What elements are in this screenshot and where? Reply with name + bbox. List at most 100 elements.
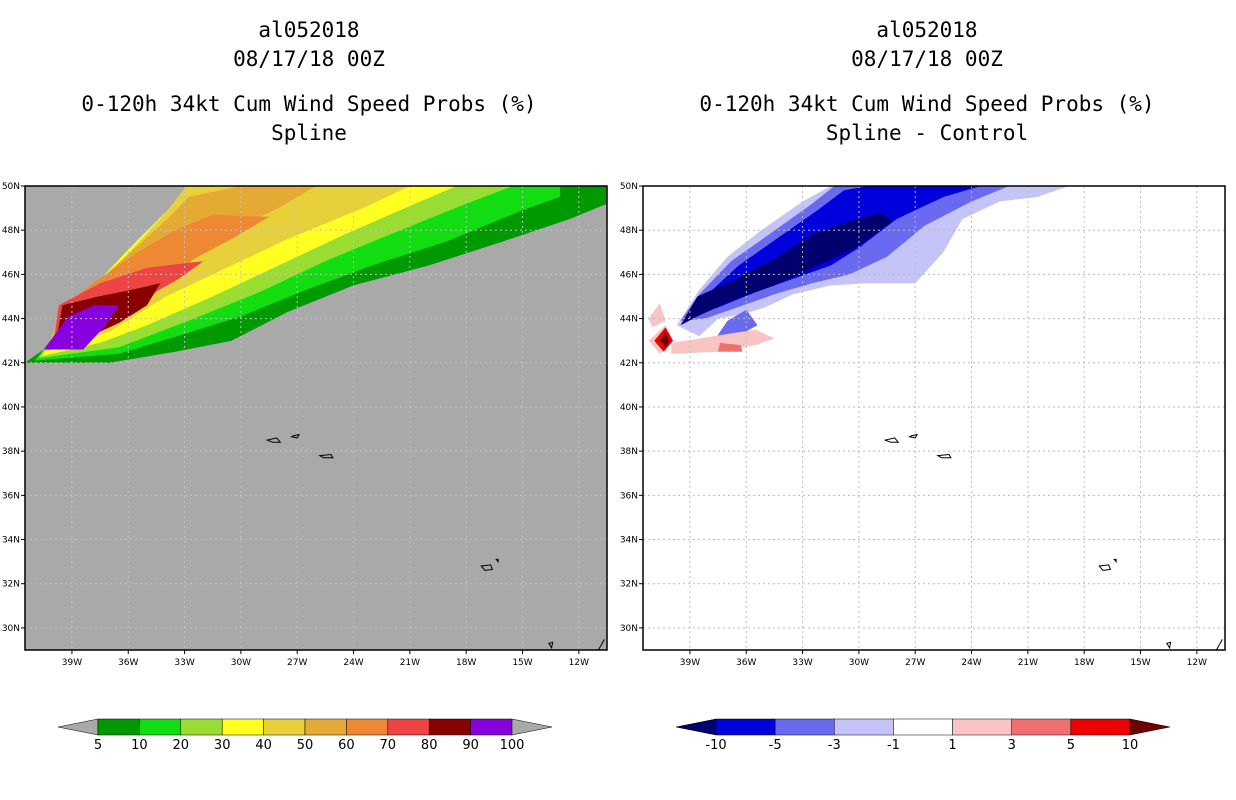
x-tick-label: 18W — [1074, 658, 1094, 668]
island-outline — [1166, 641, 1172, 650]
coastline — [597, 639, 605, 650]
colorbar-label: -10 — [705, 738, 726, 753]
colorbar-label: 90 — [462, 738, 479, 753]
product-title: 0-120h 34kt Cum Wind Speed Probs (%) — [81, 92, 537, 116]
colorbar-label: 10 — [1122, 738, 1139, 753]
x-tick-label: 33W — [792, 658, 812, 668]
colorbar-swatch — [1070, 718, 1131, 736]
colorbar-label: -3 — [828, 738, 841, 753]
colorbar-swatch — [304, 718, 347, 736]
colorbar-label: 30 — [214, 738, 231, 753]
left-panel-title: al052018 08/17/18 00Z 0-120h 34kt Cum Wi… — [0, 16, 618, 148]
x-tick-label: 33W — [174, 658, 194, 668]
product-subtitle: Spline - Control — [825, 121, 1029, 145]
y-tick-label: 46N — [620, 270, 638, 280]
island-outline — [290, 433, 301, 439]
colorbar-label: 80 — [421, 738, 438, 753]
x-tick-label: 21W — [1018, 658, 1038, 668]
x-tick-label: 21W — [400, 658, 420, 668]
map-panel-1: 39W 36W 33W 30W 27W 24W 21W 18W 15W 12W 30N 32N 34N 3… — [2, 182, 608, 668]
forecast-time: 08/17/18 00Z — [233, 47, 385, 71]
island-outline — [495, 558, 499, 563]
contour-fill — [41, 186, 457, 357]
x-tick-label: 24W — [343, 658, 363, 668]
map-panel-2: 39W 36W 33W 30W 27W 24W 21W 18W 15W 12W 30N 32N 34N 3… — [620, 182, 1226, 668]
y-tick-label: 34N — [620, 536, 638, 546]
colorbar-swatch — [774, 718, 835, 736]
island-outline — [548, 641, 554, 650]
y-tick-label: 50N — [2, 182, 20, 192]
island-outline — [908, 433, 919, 439]
colorbar-swatch — [139, 718, 182, 736]
colorbar-left-arrow — [675, 718, 717, 736]
y-tick-label: 32N — [2, 580, 20, 590]
y-tick-label: 34N — [2, 536, 20, 546]
colorbar-2: -10 -5 -3 -1 1 3 5 10 — [675, 718, 1171, 753]
y-tick-label: 40N — [620, 403, 638, 413]
colorbar-label: 100 — [500, 738, 525, 753]
x-tick-label: 12W — [569, 658, 589, 668]
contour-fill — [680, 212, 893, 326]
y-tick-label: 36N — [620, 491, 638, 501]
forecast-time: 08/17/18 00Z — [851, 47, 1003, 71]
colorbar-swatch — [428, 718, 471, 736]
x-tick-label: 30W — [231, 658, 251, 668]
colorbar-label: -5 — [769, 738, 782, 753]
colorbar-swatch — [715, 718, 776, 736]
colorbar-swatch — [952, 718, 1012, 736]
colorbar-swatch — [221, 718, 264, 736]
right-panel-title: al052018 08/17/18 00Z 0-120h 34kt Cum Wi… — [618, 16, 1236, 148]
x-tick-label: 27W — [905, 658, 925, 668]
colorbar-1: 5 10 20 30 40 50 60 70 80 90 100 — [57, 718, 553, 753]
colorbar-swatch — [387, 718, 430, 736]
colorbar-swatch — [834, 718, 894, 736]
colorbar-label: 3 — [1008, 738, 1016, 753]
y-tick-label: 30N — [620, 624, 638, 634]
colorbar-label: 40 — [255, 738, 272, 753]
colorbar-label: 10 — [131, 738, 148, 753]
contour-fill — [671, 329, 775, 354]
y-tick-label: 38N — [2, 447, 20, 457]
island-outline — [883, 437, 900, 443]
colorbar-right-arrow — [1129, 718, 1171, 736]
x-tick-label: 27W — [287, 658, 307, 668]
colorbar-swatch — [180, 718, 223, 736]
island-outline — [1098, 564, 1112, 572]
product-subtitle: Spline — [271, 121, 347, 145]
colorbar-swatch — [893, 718, 953, 736]
colorbar-swatch — [263, 718, 306, 736]
contour-fill — [659, 331, 670, 348]
y-tick-label: 38N — [620, 447, 638, 457]
product-title: 0-120h 34kt Cum Wind Speed Probs (%) — [699, 92, 1155, 116]
colorbar-label: 5 — [94, 738, 102, 753]
island-outline — [480, 564, 494, 572]
island-outline — [265, 437, 282, 443]
x-tick-label: 15W — [1130, 658, 1150, 668]
y-tick-label: 36N — [2, 491, 20, 501]
x-tick-label: 15W — [512, 658, 532, 668]
y-tick-label: 40N — [2, 403, 20, 413]
y-tick-label: 44N — [2, 315, 20, 325]
x-tick-label: 12W — [1187, 658, 1207, 668]
colorbar-label: 1 — [948, 738, 956, 753]
island-outline — [318, 453, 334, 459]
colorbar-swatch — [470, 718, 513, 736]
map-frame — [642, 185, 1226, 651]
colorbar-label: 5 — [1067, 738, 1075, 753]
island-outline — [1113, 558, 1117, 563]
colorbar-label: -1 — [887, 738, 900, 753]
y-tick-label: 30N — [2, 624, 20, 634]
map-frame — [24, 185, 608, 651]
x-tick-label: 24W — [961, 658, 981, 668]
y-tick-label: 42N — [620, 359, 638, 369]
probability-contours — [643, 186, 1225, 650]
x-tick-label: 39W — [680, 658, 700, 668]
colorbar-swatch — [346, 718, 389, 736]
x-tick-label: 36W — [118, 658, 138, 668]
storm-id: al052018 — [876, 18, 978, 42]
colorbar-label: 50 — [297, 738, 314, 753]
colorbar-left-arrow — [57, 718, 99, 736]
x-tick-label: 36W — [736, 658, 756, 668]
y-tick-label: 48N — [2, 226, 20, 236]
